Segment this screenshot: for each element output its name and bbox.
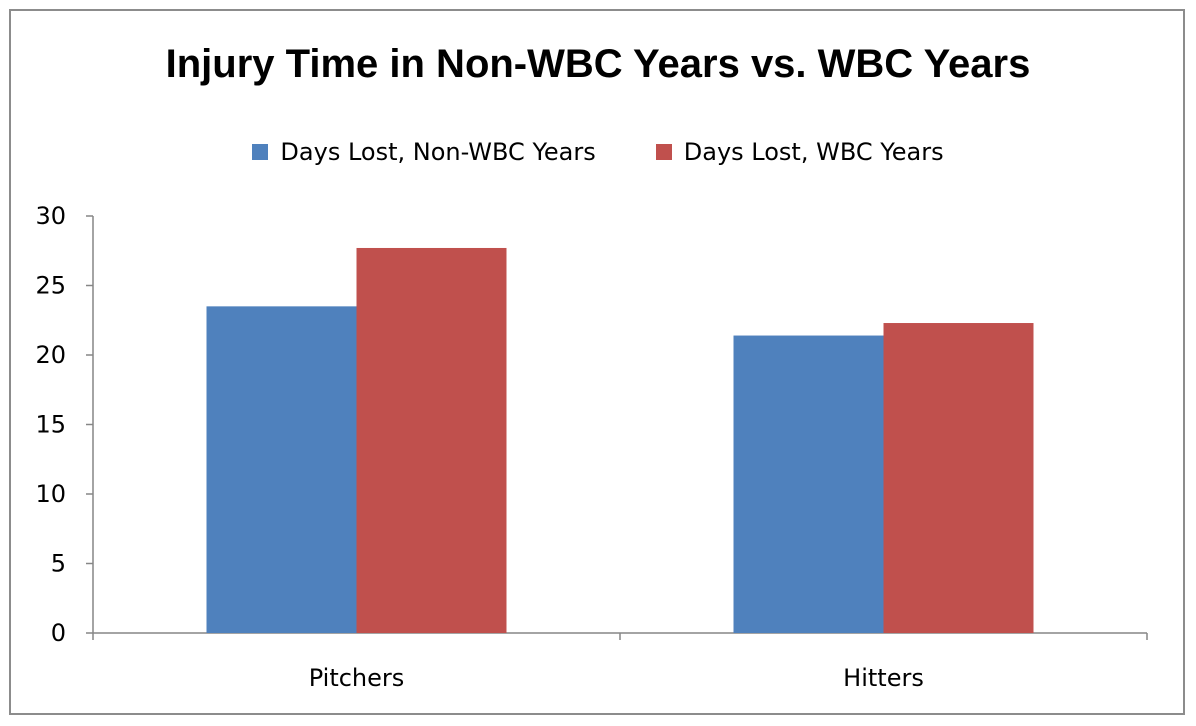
y-tick-label: 25 — [35, 272, 66, 300]
y-tick-label: 0 — [51, 619, 66, 647]
legend-item-non-wbc: Days Lost, Non-WBC Years — [252, 138, 596, 166]
legend-label-non-wbc: Days Lost, Non-WBC Years — [280, 138, 596, 166]
y-tick-label: 30 — [35, 202, 66, 230]
legend-item-wbc: Days Lost, WBC Years — [655, 138, 944, 166]
legend-label-wbc: Days Lost, WBC Years — [683, 138, 944, 166]
bar-pitchers-series-1 — [356, 247, 507, 633]
bar-pitchers-series-0 — [206, 306, 357, 633]
x-category-label: Hitters — [843, 664, 924, 692]
y-tick-label: 20 — [35, 341, 66, 369]
x-category-label: Pitchers — [309, 664, 405, 692]
legend: Days Lost, Non-WBC Years Days Lost, WBC … — [0, 138, 1196, 166]
legend-swatch-non-wbc — [252, 144, 269, 160]
bar-hitters-series-0 — [733, 335, 884, 633]
chart-title: Injury Time in Non-WBC Years vs. WBC Yea… — [165, 42, 1031, 86]
legend-swatch-wbc — [655, 144, 672, 160]
y-tick-label: 5 — [51, 550, 66, 578]
y-tick-label: 15 — [35, 411, 66, 439]
bar-hitters-series-1 — [883, 323, 1034, 633]
y-tick-label: 10 — [35, 480, 66, 508]
